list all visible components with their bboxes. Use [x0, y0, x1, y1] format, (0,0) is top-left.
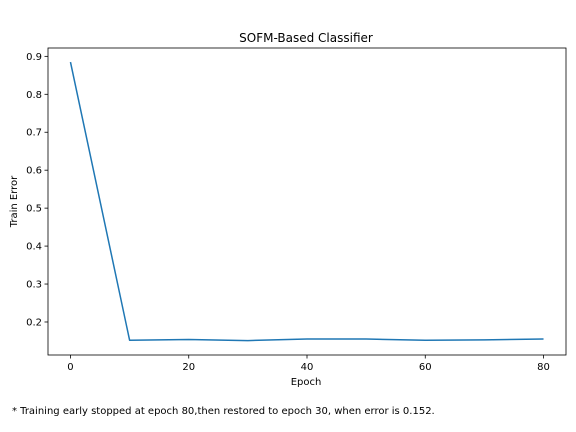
y-tick-label: 0.6	[26, 166, 42, 177]
y-tick-label: 0.8	[26, 90, 42, 101]
y-tick-label: 0.9	[26, 52, 42, 63]
y-tick-label: 0.2	[26, 317, 42, 328]
chart-title: SOFM-Based Classifier	[239, 31, 373, 45]
x-tick-label: 40	[301, 362, 314, 373]
y-tick-label: 0.5	[26, 204, 42, 215]
x-tick-label: 0	[67, 362, 73, 373]
axis-ticks: 0 20 40 60 80 0.2 0.3 0.4 0.5 0.6 0.7 0.8 0.9	[26, 52, 550, 373]
x-axis-label: Epoch	[291, 377, 322, 388]
y-tick-label: 0.4	[26, 242, 42, 253]
y-tick-label: 0.3	[26, 280, 42, 291]
footnote: * Training early stopped at epoch 80,the…	[12, 406, 435, 417]
y-axis-label: Train Error	[9, 175, 20, 228]
x-tick-label: 20	[182, 362, 195, 373]
axes-frame	[47, 47, 567, 356]
series-line-0	[69, 61, 544, 342]
y-tick-label: 0.7	[26, 128, 42, 139]
plot-area	[69, 61, 544, 342]
x-tick-label: 60	[419, 362, 432, 373]
x-tick-label: 80	[537, 362, 550, 373]
